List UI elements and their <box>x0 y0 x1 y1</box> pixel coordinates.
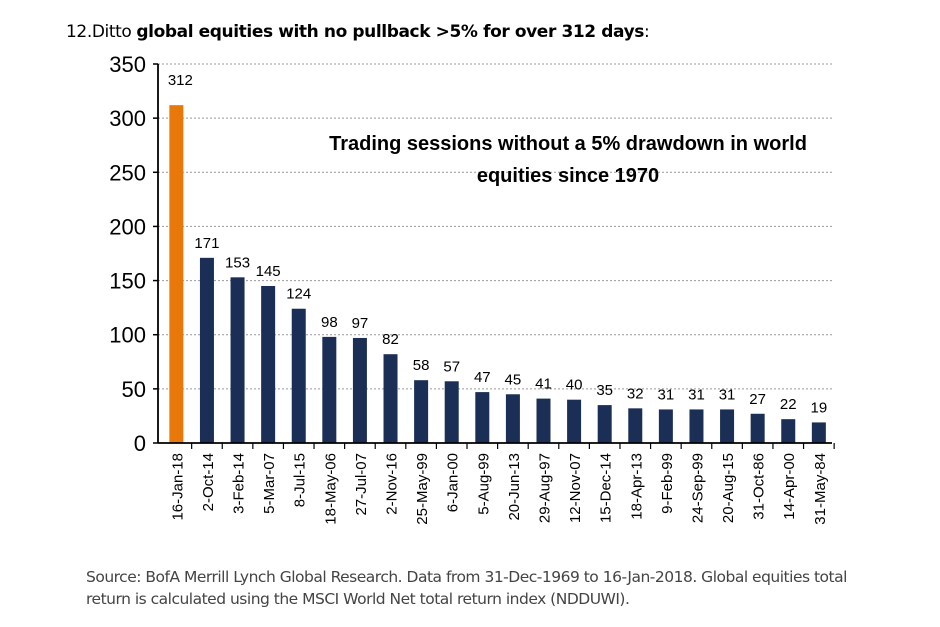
x-tick-label: 14-Apr-00 <box>781 453 798 520</box>
heading-bold: global equities with no pullback >5% for… <box>136 22 644 42</box>
x-tick-label: 2-Nov-16 <box>384 453 401 515</box>
x-tick-label: 8-Jul-15 <box>292 453 309 507</box>
bar <box>628 408 643 443</box>
data-label: 145 <box>256 263 281 280</box>
heading-suffix: : <box>643 22 650 42</box>
data-label: 32 <box>627 385 644 402</box>
y-tick-label: 300 <box>109 106 146 131</box>
bar <box>658 409 673 443</box>
bar <box>781 419 796 443</box>
x-tick-label: 31-Oct-86 <box>751 453 768 520</box>
data-label: 98 <box>321 314 338 331</box>
bar <box>567 399 582 443</box>
x-tick-label: 5-Mar-07 <box>261 453 278 514</box>
data-label: 40 <box>566 377 583 394</box>
x-tick-label: 31-May-84 <box>812 453 829 525</box>
bar <box>505 394 520 443</box>
bar <box>291 308 306 443</box>
page-heading: 12.Ditto global equities with no pullbac… <box>66 22 650 42</box>
bar <box>536 398 551 443</box>
data-label: 82 <box>382 331 399 348</box>
data-label: 47 <box>474 369 491 386</box>
chart-title-line2: equities since 1970 <box>477 165 659 187</box>
data-label: 45 <box>505 371 522 388</box>
data-label: 19 <box>811 399 828 416</box>
bar <box>811 422 826 443</box>
bar <box>352 337 367 443</box>
x-tick-label: 12-Nov-07 <box>567 453 584 523</box>
bar <box>750 413 765 443</box>
x-tick-label: 9-Feb-99 <box>659 453 676 514</box>
data-label: 312 <box>168 72 193 89</box>
bar <box>322 336 337 443</box>
y-tick-label: 350 <box>109 52 146 77</box>
source-note: Source: BofA Merrill Lynch Global Resear… <box>86 568 847 608</box>
data-label: 57 <box>443 358 460 375</box>
data-label: 153 <box>225 254 250 271</box>
data-label: 27 <box>749 391 766 408</box>
chart-title-line1: Trading sessions without a 5% drawdown i… <box>329 133 807 155</box>
y-tick-label: 100 <box>109 323 146 348</box>
x-tick-label: 15-Dec-14 <box>598 453 615 523</box>
x-tick-label: 29-Aug-97 <box>536 453 553 523</box>
bar <box>414 380 429 443</box>
x-tick-label: 18-May-06 <box>322 453 339 525</box>
x-tick-label: 16-Jan-18 <box>169 453 186 521</box>
x-tick-label: 20-Jun-13 <box>506 453 523 521</box>
data-label: 35 <box>596 382 613 399</box>
bar <box>169 105 184 444</box>
data-label: 171 <box>194 235 219 252</box>
data-label: 22 <box>780 396 797 413</box>
data-label: 58 <box>413 357 430 374</box>
y-tick-label: 200 <box>109 214 146 239</box>
x-tick-label: 2-Oct-14 <box>200 453 217 511</box>
x-tick-label: 3-Feb-14 <box>231 453 248 514</box>
bar <box>475 392 490 443</box>
bar <box>689 409 704 443</box>
x-tick-label: 5-Aug-99 <box>475 453 492 515</box>
y-tick-label: 250 <box>109 160 146 185</box>
data-label: 41 <box>535 376 552 393</box>
bar <box>230 277 245 443</box>
x-tick-label: 6-Jan-00 <box>445 453 462 512</box>
heading-prefix: 12.Ditto <box>66 22 137 42</box>
x-tick-label: 27-Jul-07 <box>353 453 370 516</box>
data-label: 124 <box>286 286 311 303</box>
x-tick-label: 24-Sep-99 <box>689 453 706 523</box>
y-tick-label: 50 <box>122 377 146 402</box>
bar <box>261 285 276 443</box>
data-label: 31 <box>688 386 705 403</box>
y-tick-label: 150 <box>109 269 146 294</box>
y-tick-label: 0 <box>134 431 146 456</box>
bar <box>720 409 735 443</box>
bar <box>199 257 214 443</box>
data-label: 31 <box>719 386 736 403</box>
x-tick-label: 18-Apr-13 <box>628 453 645 520</box>
bar <box>383 354 398 443</box>
data-label: 31 <box>658 386 675 403</box>
bar <box>444 381 459 443</box>
bar-chart: 312 171 153 145 124 98 97 82 58 57 47 45 41 40 35 32 31 3… <box>109 52 835 525</box>
x-tick-label: 20-Aug-15 <box>720 453 737 523</box>
data-label: 97 <box>352 315 369 332</box>
x-tick-label: 25-May-99 <box>414 453 431 525</box>
bar <box>597 405 612 443</box>
